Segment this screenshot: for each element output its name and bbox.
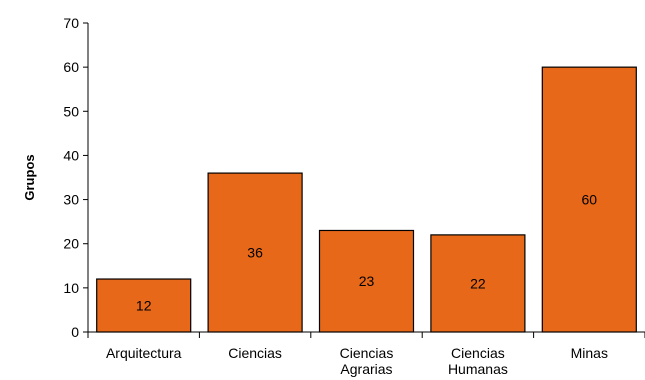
y-tick-label: 10 [63,280,79,296]
y-tick-label: 50 [63,103,79,119]
bar [96,278,192,333]
bar [318,229,415,333]
x-tick-label: Minas [571,345,608,361]
y-axis-title: Grupos [22,154,37,200]
x-tick-label: Ciencias [340,345,394,361]
bar [430,234,526,333]
y-tick-label: 70 [63,15,79,31]
x-tick-label: Ciencias [451,345,505,361]
bar [207,172,303,333]
data-label: 23 [359,273,375,289]
data-label: 22 [470,275,486,291]
x-tick-label: Arquitectura [106,345,182,361]
data-label: 12 [136,298,152,314]
x-tick-label: Humanas [448,361,508,377]
y-tick-label: 20 [63,236,79,252]
x-tick-label: Agrarias [340,361,392,377]
data-label: 36 [247,245,263,261]
y-tick-label: 0 [71,324,79,340]
x-tick-label: Ciencias [228,345,282,361]
plot-area: 0 10 20 30 40 50 60 70 Grupos 12 Arquitectura 36 Cie… [22,15,645,377]
y-tick-label: 40 [63,147,79,163]
bar [541,66,637,333]
data-label: 60 [582,192,598,208]
y-tick-label: 60 [63,59,79,75]
y-tick-label: 30 [63,192,79,208]
